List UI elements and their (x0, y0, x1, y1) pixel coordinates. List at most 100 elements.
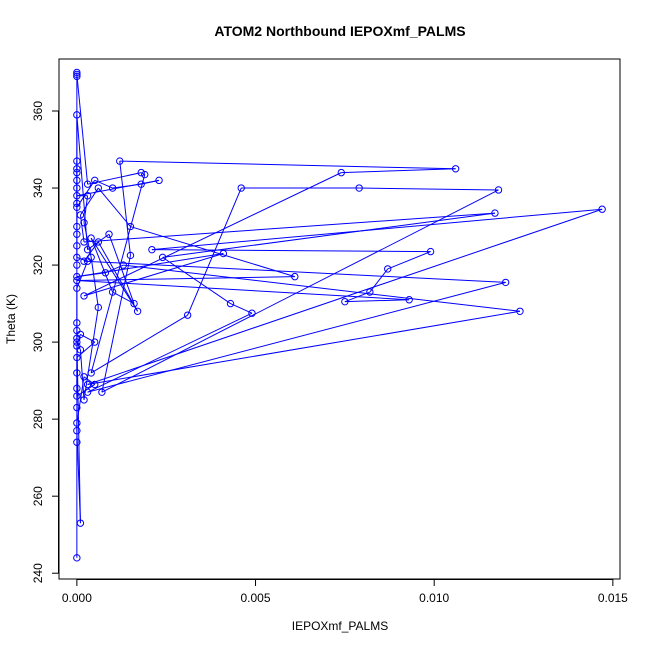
series-segment (87, 281, 506, 393)
data-point (80, 238, 88, 246)
series-segment (80, 333, 95, 343)
data-point (108, 184, 117, 192)
data-point (126, 251, 135, 260)
data-point (108, 288, 117, 296)
data-point (219, 249, 228, 258)
data-point (73, 68, 81, 77)
data-point (94, 303, 103, 312)
series-segment (162, 212, 496, 258)
data-point (73, 176, 81, 185)
data-point (291, 272, 299, 281)
data-point (494, 186, 503, 194)
data-point (73, 157, 81, 165)
data-point (73, 253, 81, 262)
data-point (248, 309, 256, 317)
data-point (80, 292, 88, 300)
series-segment (90, 237, 114, 293)
series-segment (87, 208, 603, 385)
y-tick-label: 300 (31, 332, 45, 352)
series-segment (119, 160, 456, 170)
series-segment (187, 187, 242, 316)
data-point (98, 388, 106, 396)
series-segment (83, 307, 99, 400)
data-point (94, 238, 103, 246)
data-point (73, 427, 81, 435)
y-axis-label: Theta (K) (4, 294, 18, 344)
data-point (73, 276, 81, 285)
x-tick-label: 0.015 (598, 591, 628, 605)
data-point (73, 369, 81, 377)
plot-frame (58, 58, 621, 580)
series-segment (83, 253, 224, 297)
data-point (80, 219, 88, 227)
data-point (73, 168, 81, 177)
series-segment (151, 249, 431, 253)
data-point (73, 165, 81, 173)
series-segment (369, 268, 389, 293)
data-point (137, 180, 145, 188)
series-segment (90, 257, 99, 308)
y-tick-label: 340 (31, 178, 45, 198)
data-point (226, 299, 235, 308)
data-point (355, 184, 363, 192)
data-point (426, 247, 435, 256)
data-point (83, 180, 92, 188)
data-point (405, 296, 413, 304)
series-segment (359, 187, 499, 191)
y-tick-label: 260 (31, 486, 45, 506)
series-segment (76, 256, 88, 262)
y-tick-label: 280 (31, 409, 45, 429)
data-point (516, 307, 524, 315)
data-point (80, 257, 88, 265)
series-segment (108, 234, 135, 304)
data-point (119, 261, 128, 269)
series-segment (162, 256, 231, 305)
series-segment (83, 260, 506, 283)
data-point (384, 265, 392, 273)
data-point (337, 168, 345, 177)
data-point (141, 170, 149, 179)
series-segment (101, 189, 499, 393)
series-segment (87, 233, 110, 251)
data-point (73, 326, 81, 335)
data-point (73, 419, 81, 427)
data-point (73, 184, 81, 192)
data-point (87, 369, 95, 377)
data-point (116, 157, 124, 165)
series-segment (76, 338, 81, 524)
data-point (73, 438, 81, 446)
series-segment (87, 312, 253, 393)
data-point (137, 168, 145, 177)
data-point (87, 234, 95, 242)
data-point (105, 230, 113, 238)
data-point (73, 203, 81, 211)
series-segment (83, 212, 495, 243)
data-point (76, 519, 85, 527)
series-segment (119, 161, 131, 256)
series-layer (73, 68, 606, 562)
data-point (76, 211, 85, 219)
data-point (451, 165, 460, 173)
x-tick-label: 0.000 (62, 591, 92, 605)
data-point (76, 346, 85, 354)
data-point (183, 311, 192, 319)
x-tick-label: 0.005 (241, 591, 271, 605)
data-point (73, 192, 81, 200)
series-segment (151, 208, 603, 251)
data-point (73, 199, 81, 208)
series-segment (76, 276, 295, 281)
data-point (73, 272, 81, 281)
data-point (73, 403, 81, 412)
data-point (148, 245, 156, 254)
data-point (83, 388, 92, 396)
data-point (73, 338, 81, 346)
data-point (158, 253, 167, 262)
series-segment (341, 168, 456, 174)
data-point (73, 242, 81, 250)
y-tick-label: 320 (31, 255, 45, 275)
data-point (73, 261, 81, 269)
data-point (130, 299, 138, 308)
data-point (73, 72, 81, 81)
series-segment (97, 241, 139, 312)
